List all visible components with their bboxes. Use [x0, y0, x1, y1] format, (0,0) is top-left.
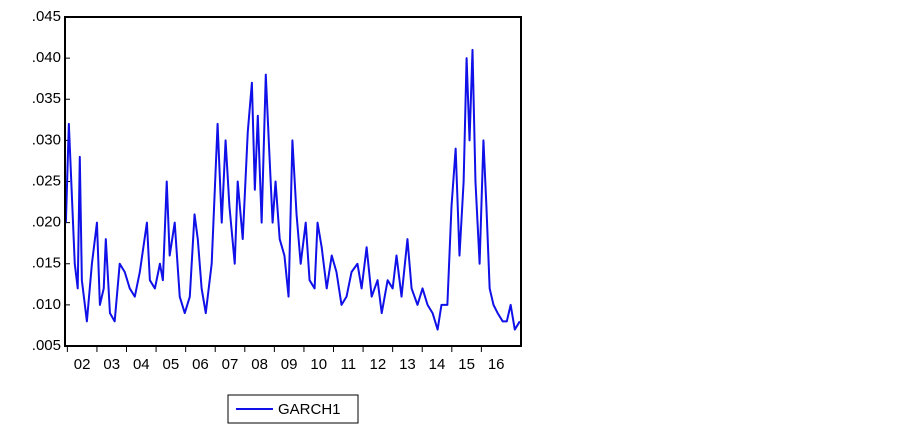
y-tick-label: .030 [32, 131, 61, 148]
x-tick-label: 09 [281, 356, 298, 373]
x-tick-label: 13 [399, 356, 416, 373]
y-tick-label: .020 [32, 214, 61, 231]
x-tick-label: 16 [488, 356, 505, 373]
x-tick-label: 11 [341, 356, 357, 373]
plot-frame [64, 16, 522, 347]
y-tick-label: .045 [32, 8, 61, 25]
x-tick-label: 05 [163, 356, 180, 373]
x-tick-label: 12 [370, 356, 387, 373]
y-tick-label: .025 [32, 172, 61, 189]
x-tick-label: 04 [133, 356, 150, 373]
x-tick-label: 07 [222, 356, 239, 373]
series-line [64, 48, 521, 331]
x-tick-label: 06 [192, 356, 209, 373]
x-tick-label: 08 [251, 356, 268, 373]
x-tick-label: 15 [458, 356, 475, 373]
y-tick-label: .010 [32, 296, 61, 313]
x-tick-label: 10 [310, 356, 327, 373]
y-tick-label: .040 [32, 49, 61, 66]
legend-label: GARCH1 [278, 401, 341, 418]
y-tick-label: .005 [32, 337, 61, 354]
x-tick-label: 14 [429, 356, 446, 373]
x-tick-label: 02 [74, 356, 91, 373]
x-tick-label: 03 [103, 356, 120, 373]
y-tick-label: .015 [32, 255, 61, 272]
y-tick-label: .035 [32, 90, 61, 107]
